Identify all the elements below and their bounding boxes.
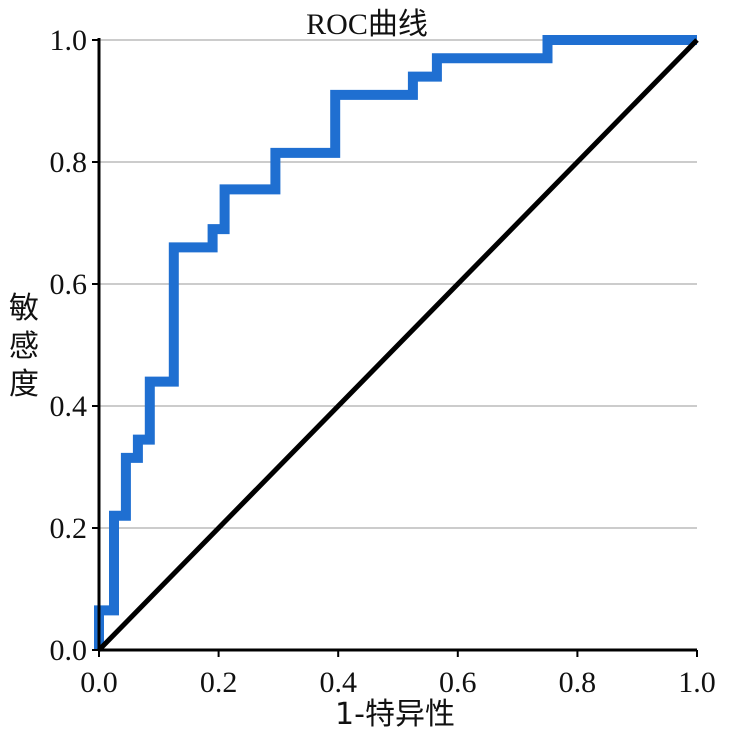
x-tick-label-1: 0.2 <box>200 666 238 699</box>
y-tick-label-2: 0.4 <box>50 390 88 423</box>
y-axis-label-char-1: 感 <box>9 329 39 364</box>
x-tick-label-0: 0.0 <box>80 666 118 699</box>
y-axis-label: 敏感度 <box>9 291 39 402</box>
series-layer <box>94 35 699 652</box>
roc-curve-line <box>94 35 697 650</box>
axes <box>97 38 697 652</box>
x-tick-label-2: 0.4 <box>319 666 357 699</box>
grid-lines <box>99 39 697 529</box>
y-tick-label-3: 0.6 <box>50 268 88 301</box>
y-tick-label-4: 0.8 <box>50 146 88 179</box>
chart-title: ROC曲线 <box>306 8 428 41</box>
y-axis-label-char-0: 敏 <box>9 291 39 326</box>
y-tick-label-1: 0.2 <box>50 512 88 545</box>
tick-labels: 0.0 0.2 0.4 0.6 0.8 1.0 0.0 0.2 0.4 0.6 0.8 1.0 <box>50 24 716 699</box>
y-axis-label-char-2: 度 <box>9 367 39 402</box>
x-axis-label: 1-特异性 <box>335 697 455 732</box>
x-tick-label-3: 0.6 <box>439 666 477 699</box>
reference-diagonal-line <box>97 38 699 652</box>
y-tick-label-0: 0.0 <box>50 634 88 667</box>
x-tick-label-5: 1.0 <box>678 666 716 699</box>
x-tick-label-4: 0.8 <box>559 666 597 699</box>
y-tick-label-5: 1.0 <box>50 24 88 57</box>
